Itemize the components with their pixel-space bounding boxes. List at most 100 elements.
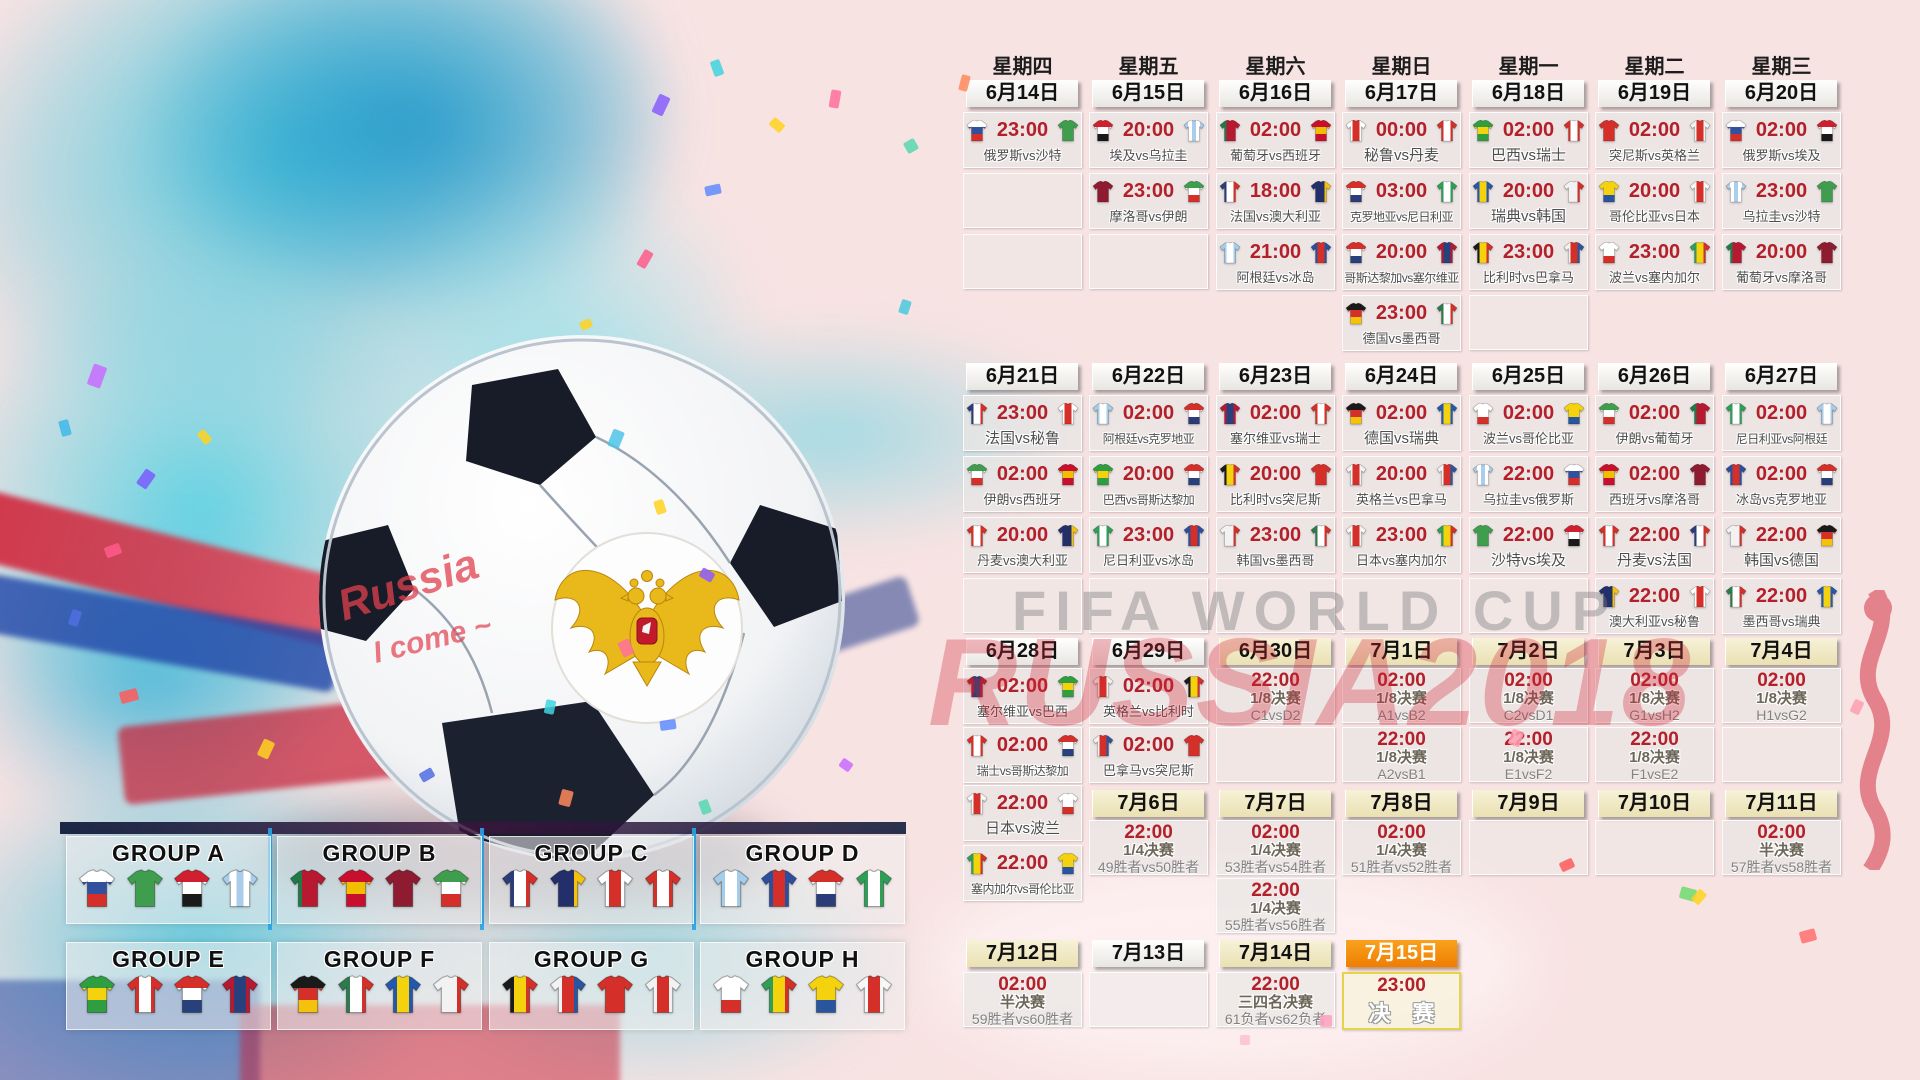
match-time: 02:00	[1628, 402, 1681, 424]
match-time: 02:00	[1502, 402, 1555, 424]
jersey-icon-belgium	[1183, 675, 1205, 697]
group-title: GROUP G	[533, 946, 650, 972]
confetti-piece	[898, 298, 912, 316]
jersey-icon-spain	[1598, 463, 1620, 485]
knockout-cell: 02:00 1/4决赛 53胜者vs54胜者	[1216, 820, 1335, 875]
match-cell: 18:00 法国vs澳大利亚	[1216, 173, 1335, 229]
match-cell: 02:00 塞尔维亚vs巴西	[963, 668, 1082, 724]
jersey-icon-germany	[289, 975, 327, 1014]
jersey-icon-colombia	[808, 975, 845, 1014]
match-time: 22:00	[1251, 974, 1300, 995]
jersey-icon-senegal	[1436, 524, 1458, 546]
knockout-cell: 02:00 1/8决赛 H1vsG2	[1722, 668, 1841, 723]
pairing-label: A2vsB1	[1377, 766, 1426, 782]
jersey-icon-saudi	[1057, 119, 1079, 141]
date-header: 6月29日	[1092, 638, 1204, 665]
jersey-icon-peru	[1345, 119, 1367, 141]
match-teams: 伊朗vs西班牙	[983, 492, 1062, 507]
group-divider	[692, 828, 696, 930]
jersey-icon-peru	[597, 869, 634, 908]
match-teams: 巴西vs瑞士	[1490, 147, 1566, 164]
jersey-icon-iran	[1598, 402, 1620, 424]
date-header: 6月26日	[1598, 363, 1710, 390]
match-cell: 22:00 澳大利亚vs秘鲁	[1595, 578, 1714, 634]
match-time: 02:00	[1628, 463, 1681, 485]
jersey-icon-germany	[1345, 302, 1367, 324]
match-time: 22:00	[1755, 524, 1808, 546]
jersey-icon-iran	[432, 869, 470, 908]
match-time: 20:00	[1375, 463, 1428, 485]
knockout-cell: 02:00 半决赛 59胜者vs60胜者	[963, 972, 1082, 1027]
jersey-icon-france	[966, 402, 988, 424]
jersey-icon-mexico	[1725, 585, 1747, 607]
match-cell: 02:00 阿根廷vs克罗地亚	[1089, 395, 1208, 451]
match-cell: 23:00 比利时vs巴拿马	[1469, 234, 1588, 290]
knockout-cell: 22:00 1/4决赛 49胜者vs50胜者	[1089, 820, 1208, 875]
confetti-piece	[709, 58, 725, 78]
match-cell: 22:00 塞内加尔vs哥伦比亚	[963, 845, 1082, 901]
group-jerseys	[278, 867, 481, 909]
jersey-icon-belgium	[1219, 463, 1241, 485]
stage-label: 1/8决赛	[1629, 749, 1680, 766]
match-time: 22:00	[1630, 729, 1679, 750]
match-teams: 法国vs澳大利亚	[1229, 209, 1321, 224]
match-cell: 02:00 冰岛vs克罗地亚	[1722, 456, 1841, 512]
confetti-piece	[768, 116, 786, 134]
jersey-icon-iceland	[760, 869, 797, 908]
jersey-icon-costarica	[1183, 463, 1205, 485]
match-teams: 摩洛哥vs伊朗	[1109, 209, 1188, 224]
watermark-russia2018: RUSSIA2018	[928, 614, 1693, 752]
match-cell: 20:00 葡萄牙vs摩洛哥	[1722, 234, 1841, 290]
empty-cell	[963, 578, 1082, 633]
group-panel: GROUP C	[489, 836, 694, 924]
jersey-icon-iceland	[1310, 241, 1332, 263]
soccer-ball-art: Russia I come ~	[319, 335, 845, 861]
match-time: 22:00	[1377, 729, 1426, 750]
match-teams: 瑞士vs哥斯达黎加	[976, 764, 1069, 778]
date-header: 6月24日	[1345, 363, 1457, 390]
jersey-icon-iran	[966, 463, 988, 485]
pairing-label: C2vsD1	[1503, 707, 1554, 723]
confetti-piece	[828, 89, 842, 109]
jersey-icon-portugal	[1725, 241, 1747, 263]
russia-coat-of-arms	[551, 532, 743, 724]
jersey-icon-argentina	[1219, 241, 1241, 263]
match-cell: 22:00 日本vs波兰	[963, 785, 1082, 841]
jersey-icon-australia	[1598, 585, 1620, 607]
jersey-icon-morocco	[1689, 463, 1711, 485]
weekday-label: 星期五	[1118, 56, 1179, 78]
pairing-label: 59胜者vs60胜者	[971, 1011, 1074, 1027]
jersey-icon-korea	[1563, 180, 1585, 202]
jersey-icon-denmark	[966, 524, 988, 546]
match-teams: 德国vs墨西哥	[1362, 331, 1441, 346]
match-time: 02:00	[1122, 402, 1175, 424]
jersey-icon-colombia	[1057, 852, 1079, 874]
match-time: 02:00	[996, 734, 1049, 756]
match-cell: 23:00 摩洛哥vs伊朗	[1089, 173, 1208, 229]
match-time: 23:00	[1249, 524, 1302, 546]
jersey-icon-australia	[549, 869, 586, 908]
jersey-icon-australia	[1057, 524, 1079, 546]
match-time: 23:00	[1628, 241, 1681, 263]
date-header: 6月28日	[966, 638, 1078, 665]
jersey-icon-mexico	[337, 975, 374, 1014]
pairing-label: E1vsF2	[1504, 766, 1553, 782]
knockout-cell: 22:00 1/8决赛 C1vsD2	[1216, 668, 1335, 723]
match-cell: 02:00 葡萄牙vs西班牙	[1216, 112, 1335, 168]
jersey-icon-argentina	[1092, 402, 1114, 424]
match-teams: 巴拿马vs突尼斯	[1102, 763, 1194, 778]
jersey-icon-russia	[1563, 463, 1585, 485]
jersey-icon-serbia	[1436, 241, 1458, 263]
match-teams: 葡萄牙vs西班牙	[1229, 148, 1321, 163]
match-time: 23:00	[1375, 524, 1428, 546]
jersey-icon-portugal	[1689, 402, 1711, 424]
date-header: 7月14日	[1219, 940, 1331, 967]
jersey-icon-brazil	[78, 975, 116, 1014]
jersey-icon-poland	[1472, 402, 1494, 424]
jersey-icon-tunisia	[1183, 734, 1205, 756]
match-teams: 俄罗斯vs埃及	[1742, 148, 1821, 163]
match-time: 20:00	[996, 524, 1049, 546]
group-panel: GROUP D	[700, 836, 905, 924]
match-teams: 塞内加尔vs哥伦比亚	[970, 882, 1075, 896]
date-header: 7月1日	[1345, 638, 1457, 665]
